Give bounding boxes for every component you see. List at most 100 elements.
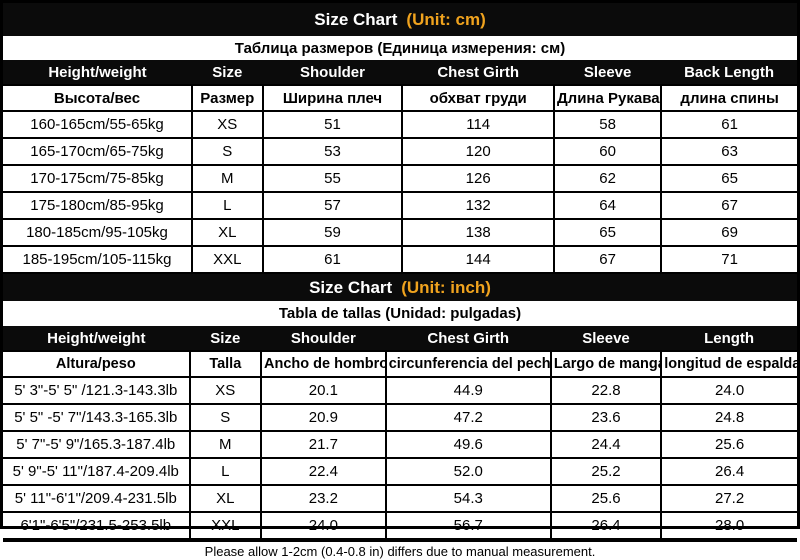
cell-back-length: 69 [660, 218, 797, 247]
cell-chest: 54.3 [384, 484, 552, 513]
cell-size: XL [190, 218, 264, 247]
size-table-inch: Height/weight Size Shoulder Chest Girth … [3, 326, 797, 540]
table-row: 5' 3"-5' 5" /121.3-143.3lb XS 20.1 44.9 … [3, 376, 797, 405]
cell-sleeve: 65 [552, 218, 663, 247]
column-header: Height/weight [3, 60, 192, 85]
cell-chest: 49.6 [384, 430, 552, 459]
section-title-inch-text: Size Chart [309, 277, 393, 297]
cell-height-weight: 160-165cm/55-65kg [3, 110, 193, 139]
section-title-cm-text: Size Chart [314, 9, 398, 29]
column-header: Shoulder [262, 60, 403, 85]
header-row-es-inch: Altura/peso Talla Ancho de hombro circun… [3, 350, 797, 378]
header-row-ru-cm: Высота/вес Размер Ширина плеч обхват гру… [3, 84, 797, 112]
cell-size: XXL [188, 511, 263, 540]
table-row: 175-180cm/85-95kg L 57 132 64 67 [3, 191, 797, 220]
cell-height-weight: 5' 7"-5' 9"/165.3-187.4lb [3, 430, 191, 459]
cell-back-length: 65 [660, 164, 797, 193]
cell-size: M [188, 430, 263, 459]
cell-shoulder: 53 [261, 137, 404, 166]
cell-shoulder: 20.9 [260, 403, 387, 432]
cell-chest: 114 [401, 110, 555, 139]
table-row: 5' 7"-5' 9"/165.3-187.4lb M 21.7 49.6 24… [3, 430, 797, 459]
header-row-en-cm: Height/weight Size Shoulder Chest Girth … [3, 60, 797, 85]
cell-shoulder: 61 [261, 245, 404, 274]
cell-height-weight: 170-175cm/75-85kg [3, 164, 193, 193]
cell-sleeve: 24.4 [549, 430, 663, 459]
cell-height-weight: 5' 5" -5' 7"/143.3-165.3lb [3, 403, 191, 432]
cell-sleeve: 60 [552, 137, 663, 166]
cell-height-weight: 6'1"-6'5"/231.5-253.5lb [3, 511, 191, 540]
table-row: 6'1"-6'5"/231.5-253.5lb XXL 24.0 56.7 26… [3, 511, 797, 540]
cell-shoulder: 24.0 [260, 511, 387, 540]
column-header: Ширина плеч [261, 84, 404, 112]
header-row-en-inch: Height/weight Size Shoulder Chest Girth … [3, 326, 797, 351]
cell-height-weight: 185-195cm/105-115kg [3, 245, 193, 274]
cell-height-weight: 5' 3"-5' 5" /121.3-143.3lb [3, 376, 191, 405]
column-header: Talla [188, 350, 263, 378]
cell-sleeve: 64 [552, 191, 663, 220]
cell-back-length: 63 [660, 137, 797, 166]
column-header: Height/weight [3, 326, 190, 351]
table-row: 180-185cm/95-105kg XL 59 138 65 69 [3, 218, 797, 247]
column-header: Высота/вес [3, 84, 193, 112]
table-row: 160-165cm/55-65kg XS 51 114 58 61 [3, 110, 797, 139]
cell-back-length: 67 [660, 191, 797, 220]
column-header: Размер [190, 84, 264, 112]
cell-height-weight: 175-180cm/85-95kg [3, 191, 193, 220]
cell-shoulder: 51 [261, 110, 404, 139]
cell-length: 24.8 [660, 403, 797, 432]
cell-chest: 132 [401, 191, 555, 220]
table-row: 185-195cm/105-115kg XXL 61 144 67 71 [3, 245, 797, 274]
cell-shoulder: 20.1 [260, 376, 387, 405]
column-header: Shoulder [261, 326, 386, 351]
cell-sleeve: 22.8 [549, 376, 663, 405]
column-header: circunferencia del pecho [384, 350, 552, 378]
section-subtitle-cm: Таблица размеров (Единица измерения: см) [3, 36, 797, 60]
cell-sleeve: 67 [552, 245, 663, 274]
column-header: Altura/peso [3, 350, 191, 378]
column-header: Size [191, 60, 263, 85]
column-header: обхват груди [401, 84, 555, 112]
cell-height-weight: 5' 9"-5' 11"/187.4-209.4lb [3, 457, 191, 486]
table-row: 170-175cm/75-85kg M 55 126 62 65 [3, 164, 797, 193]
column-header: Sleeve [554, 60, 662, 85]
cell-sleeve: 62 [552, 164, 663, 193]
cell-size: S [188, 403, 263, 432]
cell-back-length: 61 [660, 110, 797, 139]
column-header: Largo de manga [549, 350, 663, 378]
cell-sleeve: 23.6 [549, 403, 663, 432]
column-header: Sleeve [550, 326, 662, 351]
cell-height-weight: 5' 11"-6'1"/209.4-231.5lb [3, 484, 191, 513]
cell-size: XXL [190, 245, 264, 274]
section-title-inch: Size Chart (Unit: inch) [3, 274, 797, 301]
column-header: Size [189, 326, 262, 351]
column-header: длина спины [660, 84, 797, 112]
cell-chest: 144 [401, 245, 555, 274]
size-table-cm: Height/weight Size Shoulder Chest Girth … [3, 60, 797, 274]
column-header: Chest Girth [402, 60, 554, 85]
cell-back-length: 71 [660, 245, 797, 274]
column-header: longitud de espalda [660, 350, 797, 378]
cell-size: L [190, 191, 264, 220]
cell-shoulder: 57 [261, 191, 404, 220]
cell-chest: 52.0 [384, 457, 552, 486]
cell-size: XS [190, 110, 264, 139]
section-title-cm: Size Chart (Unit: cm) [3, 3, 797, 36]
column-header: Длина Рукава [552, 84, 663, 112]
cell-chest: 56.7 [384, 511, 552, 540]
column-header: Ancho de hombro [260, 350, 387, 378]
section-title-inch-unit: (Unit: inch) [401, 277, 491, 297]
cell-sleeve: 58 [552, 110, 663, 139]
cell-chest: 126 [401, 164, 555, 193]
cell-length: 27.2 [660, 484, 797, 513]
cell-shoulder: 59 [261, 218, 404, 247]
cell-size: S [190, 137, 264, 166]
cell-length: 24.0 [660, 376, 797, 405]
cell-shoulder: 55 [261, 164, 404, 193]
cell-height-weight: 165-170cm/65-75kg [3, 137, 193, 166]
cell-height-weight: 180-185cm/95-105kg [3, 218, 193, 247]
cell-size: L [188, 457, 263, 486]
section-title-cm-unit: (Unit: cm) [406, 9, 486, 29]
table-row: 5' 5" -5' 7"/143.3-165.3lb S 20.9 47.2 2… [3, 403, 797, 432]
